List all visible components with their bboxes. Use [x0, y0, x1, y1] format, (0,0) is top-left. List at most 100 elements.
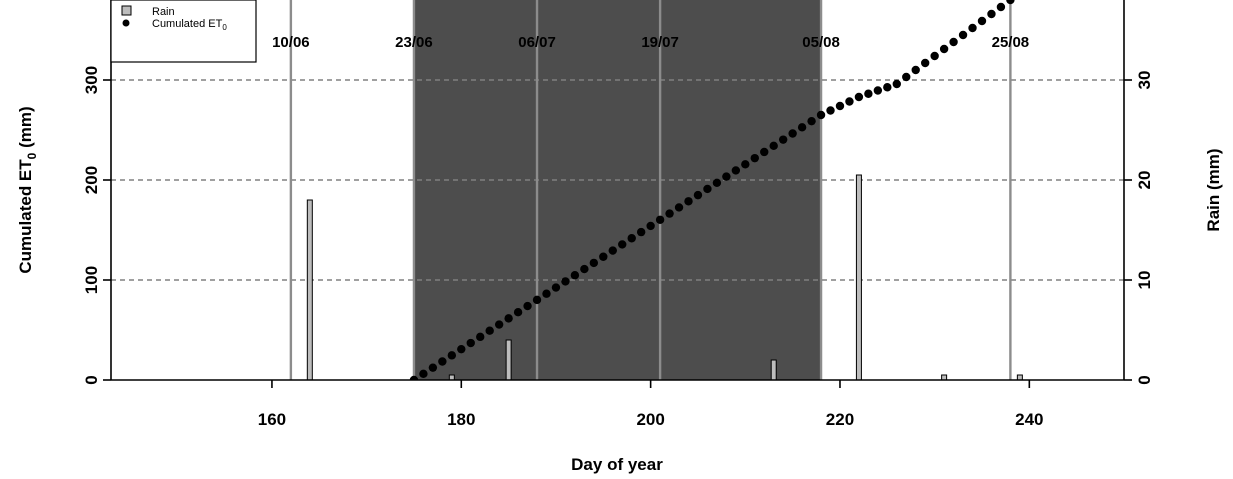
et0-point [987, 10, 995, 18]
legend-et0-label-subscript: 0 [222, 23, 227, 32]
et0-point [665, 209, 673, 217]
y-left-axis-title-unit: (mm) [16, 106, 35, 152]
et0-point [1006, 0, 1014, 4]
et0-point [438, 357, 446, 365]
et0-point [618, 240, 626, 248]
et0-point [703, 185, 711, 193]
et0-point [893, 80, 901, 88]
et0-point [807, 117, 815, 125]
shaded-period-layer [414, 0, 821, 380]
et0-point [968, 24, 976, 32]
rain-bar [856, 175, 861, 380]
et0-point [684, 197, 692, 205]
et0-point [609, 246, 617, 254]
x-tick-label: 160 [258, 410, 286, 429]
et0-point [741, 160, 749, 168]
et0-point [656, 216, 664, 224]
et0-point [429, 363, 437, 371]
et0-point [912, 66, 920, 74]
et0-point [561, 277, 569, 285]
et0-point [855, 93, 863, 101]
et0-point [751, 154, 759, 162]
et0-point [864, 90, 872, 98]
rain-bar [771, 360, 776, 380]
et0-point [646, 222, 654, 230]
et0-point [883, 83, 891, 91]
et0-point [722, 172, 730, 180]
y-right-tick-label: 0 [1135, 375, 1154, 384]
et0-point [874, 86, 882, 94]
x-tick-label: 220 [826, 410, 854, 429]
date-marker-label: 25/08 [992, 34, 1030, 51]
et0-point [694, 191, 702, 199]
et0-point [788, 129, 796, 137]
et0-point [590, 259, 598, 267]
et0-point [713, 179, 721, 187]
legend-et0-label: Cumulated ET0 [152, 18, 227, 32]
et0-point [419, 370, 427, 378]
y-right-tick-label: 20 [1135, 171, 1154, 190]
et0-point [542, 290, 550, 298]
et0-point [448, 351, 456, 359]
y-left-tick-label: 300 [82, 66, 101, 94]
et0-point [580, 265, 588, 273]
legend-rain-symbol [122, 6, 131, 15]
et0-point [514, 308, 522, 316]
date-marker-label: 05/08 [802, 34, 840, 51]
et0-point [760, 148, 768, 156]
et0-point [533, 296, 541, 304]
et0-point [552, 283, 560, 291]
date-marker-label: 06/07 [518, 34, 556, 51]
et0-point [836, 102, 844, 110]
et0-point [921, 59, 929, 67]
et0-point [930, 52, 938, 60]
et0-point [571, 271, 579, 279]
y-right-tick-label: 10 [1135, 271, 1154, 290]
et0-point [628, 234, 636, 242]
et0-point [798, 123, 806, 131]
y-left-tick-label: 200 [82, 166, 101, 194]
et0-point [485, 326, 493, 334]
et0-point [732, 166, 740, 174]
et0-point [779, 135, 787, 143]
date-marker-label: 10/06 [272, 34, 310, 51]
et0-point [523, 302, 531, 310]
legend-et0-symbol [123, 20, 130, 27]
et0-point [826, 106, 834, 114]
et0-point [476, 333, 484, 341]
date-marker-label: 23/06 [395, 34, 433, 51]
x-tick-label: 200 [636, 410, 664, 429]
y-right-tick-label: 30 [1135, 71, 1154, 90]
et0-point [817, 111, 825, 119]
et0-point [467, 339, 475, 347]
legend-box [111, 0, 256, 62]
et0-point [504, 314, 512, 322]
x-tick-label: 240 [1015, 410, 1043, 429]
rain-bar [506, 340, 511, 380]
y-left-tick-label: 0 [82, 375, 101, 384]
et0-point [457, 345, 465, 353]
y-left-tick-label: 100 [82, 266, 101, 294]
et0-point [495, 320, 503, 328]
legend: Rain Cumulated ET0 [111, 0, 256, 62]
x-tick-label: 180 [447, 410, 475, 429]
et0-point [770, 142, 778, 150]
shaded-period [414, 0, 821, 380]
legend-rain-label: Rain [152, 6, 175, 18]
x-axis-title: Day of year [571, 455, 663, 474]
y-left-axis-title: Cumulated ET0 (mm) [16, 106, 39, 273]
et0-point [940, 45, 948, 53]
et0-point [959, 31, 967, 39]
date-marker-label: 19/07 [641, 34, 679, 51]
et0-point [997, 3, 1005, 11]
date-label-layer: 10/06 23/06 06/07 19/07 05/08 25/08 [272, 34, 1029, 51]
et0-point [637, 228, 645, 236]
et0-point [902, 73, 910, 81]
et0-point [675, 203, 683, 211]
et0-point [978, 17, 986, 25]
et0-point [599, 253, 607, 261]
rain-bar [307, 200, 312, 380]
y-right-axis-title: Rain (mm) [1204, 148, 1223, 231]
et0-point [845, 97, 853, 105]
